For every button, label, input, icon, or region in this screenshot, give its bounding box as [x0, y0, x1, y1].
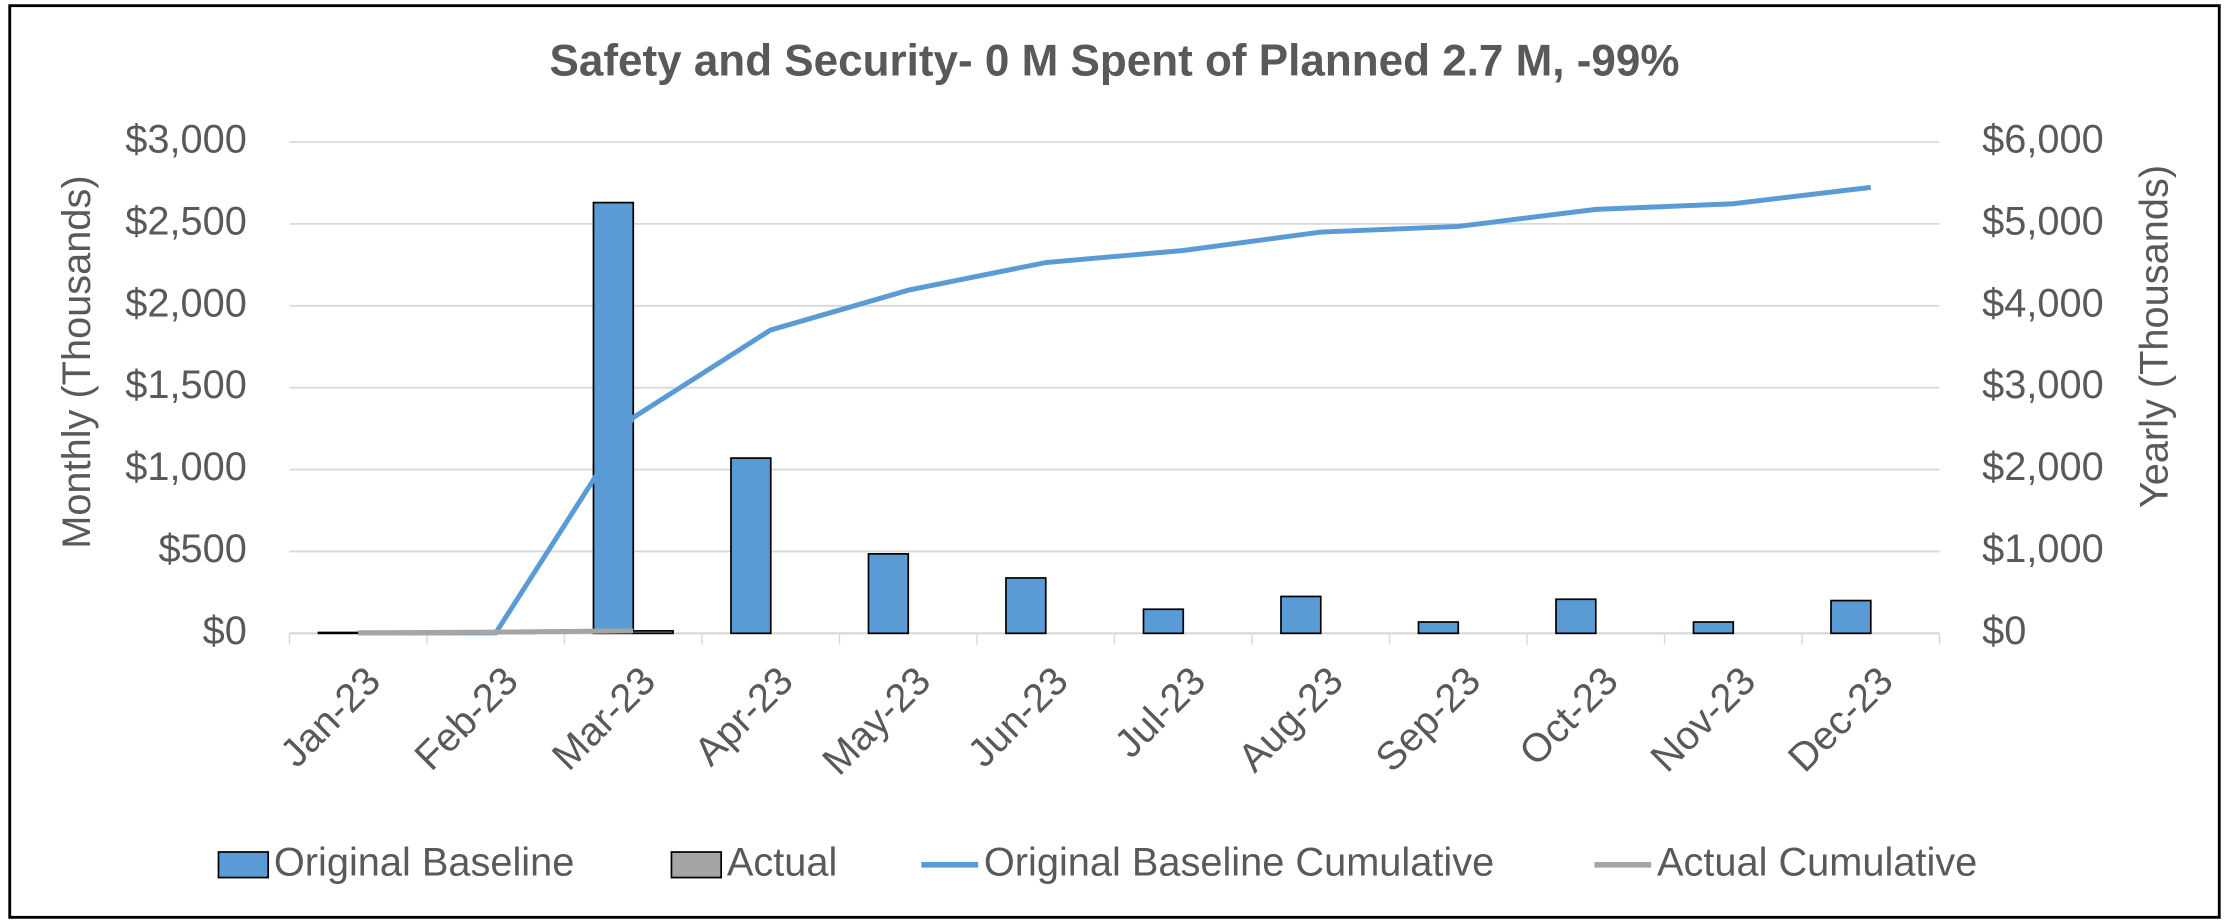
chart-border — [8, 4, 2221, 919]
legend-label: Original Baseline — [274, 840, 575, 884]
line-series — [358, 628, 634, 636]
y2-tick-label: $3,000 — [1982, 363, 2104, 407]
bar — [730, 457, 772, 635]
bar — [1417, 621, 1460, 635]
line-series — [358, 184, 1872, 636]
y-tick-label: $1,500 — [125, 363, 247, 407]
y2-tick-label: $4,000 — [1982, 281, 2104, 325]
y-tick-label: $1,000 — [125, 445, 247, 489]
y-axis-label: Monthly (Thousands) — [55, 175, 99, 548]
bar — [632, 630, 674, 635]
bar — [317, 631, 360, 635]
bar — [867, 553, 910, 635]
y2-tick-label: $1,000 — [1982, 527, 2104, 571]
y2-tick-label: $2,000 — [1982, 445, 2104, 489]
bar — [1280, 595, 1322, 635]
y-tick-label: $3,000 — [125, 118, 247, 162]
bar — [1830, 599, 1872, 635]
bar — [1005, 577, 1047, 635]
legend-label: Actual — [727, 840, 837, 884]
bar — [1142, 608, 1185, 635]
y-tick-label: $2,000 — [125, 281, 247, 325]
legend-swatch — [217, 851, 270, 879]
y-tick-label: $0 — [203, 609, 247, 653]
bar — [592, 201, 635, 635]
bar — [1555, 598, 1597, 635]
legend-label: Actual Cumulative — [1657, 840, 1977, 884]
legend-label: Original Baseline Cumulative — [984, 840, 1494, 884]
chart-title: Safety and Security- 0 M Spent of Planne… — [549, 37, 1679, 86]
y-tick-label: $500 — [158, 527, 246, 571]
y2-axis-label: Yearly (Thousands) — [2132, 165, 2176, 508]
y2-tick-label: $0 — [1982, 609, 2026, 653]
bar — [1692, 621, 1735, 635]
y-tick-label: $2,500 — [125, 199, 247, 243]
y2-tick-label: $6,000 — [1982, 118, 2104, 162]
y2-tick-label: $5,000 — [1982, 199, 2104, 243]
legend-swatch — [670, 851, 723, 879]
